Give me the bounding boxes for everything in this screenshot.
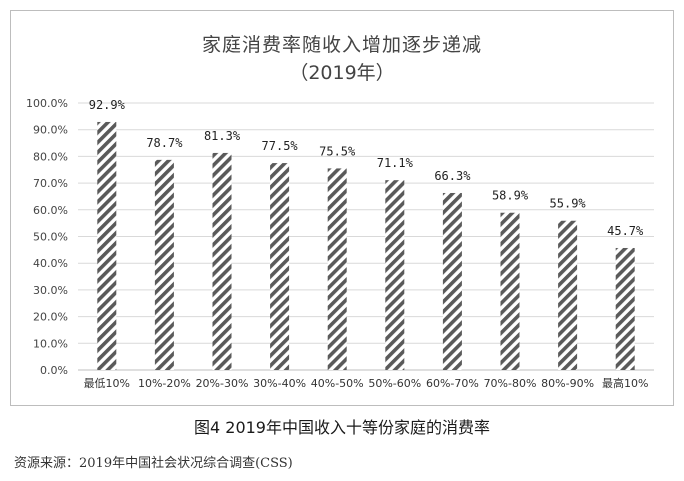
x-tick-label: 20%-30% <box>196 377 249 390</box>
chart-subtitle: （2019年） <box>289 62 395 84</box>
x-tick-label: 最低10% <box>84 377 130 390</box>
bar <box>97 121 117 370</box>
y-tick-label: 60.0% <box>33 204 68 217</box>
x-tick-label: 50%-60% <box>368 377 421 390</box>
data-label: 58.9% <box>492 189 529 203</box>
y-tick-label: 10.0% <box>33 337 68 350</box>
data-label: 66.3% <box>434 169 471 183</box>
data-label: 81.3% <box>204 129 241 143</box>
data-label: 78.7% <box>146 136 183 150</box>
y-tick-label: 30.0% <box>33 284 68 297</box>
data-label: 55.9% <box>550 197 587 211</box>
figure-caption: 图4 2019年中国收入十等份家庭的消费率 <box>194 418 490 437</box>
y-tick-label: 70.0% <box>33 177 68 190</box>
x-tick-label: 80%-90% <box>541 377 594 390</box>
y-tick-label: 100.0% <box>26 97 68 110</box>
y-tick-label: 20.0% <box>33 311 68 324</box>
data-label: 75.5% <box>319 144 356 158</box>
x-tick-label: 10%-20% <box>138 377 191 390</box>
y-tick-label: 40.0% <box>33 257 68 270</box>
bar <box>212 152 232 370</box>
bar <box>558 220 578 370</box>
y-tick-label: 80.0% <box>33 150 68 163</box>
x-tick-label: 30%-40% <box>253 377 306 390</box>
chart-title: 家庭消费率随收入增加逐步递减 <box>201 34 482 56</box>
data-label: 45.7% <box>607 224 644 238</box>
x-tick-label: 70%-80% <box>484 377 537 390</box>
bar <box>327 168 347 370</box>
x-tick-label: 最高10% <box>602 376 648 390</box>
bar <box>154 159 174 370</box>
data-label: 92.9% <box>89 98 126 112</box>
y-tick-label: 0.0% <box>40 364 68 377</box>
bar-chart: 0.0% 10.0% 20.0% 30.0% 40.0% 50.0% 60.0% 70.0% 8… <box>26 97 654 390</box>
bar <box>500 212 520 370</box>
source-note: 资源来源：2019年中国社会状况综合调查(CSS) <box>14 456 293 471</box>
y-tick-label: 50.0% <box>33 231 68 244</box>
data-label: 71.1% <box>377 156 414 170</box>
bar <box>385 180 405 370</box>
bar <box>442 192 462 370</box>
bar <box>270 163 290 370</box>
data-label: 77.5% <box>262 139 299 153</box>
y-tick-label: 90.0% <box>33 124 68 137</box>
x-tick-label: 60%-70% <box>426 377 479 390</box>
x-tick-label: 40%-50% <box>311 377 364 390</box>
bar <box>615 247 635 370</box>
